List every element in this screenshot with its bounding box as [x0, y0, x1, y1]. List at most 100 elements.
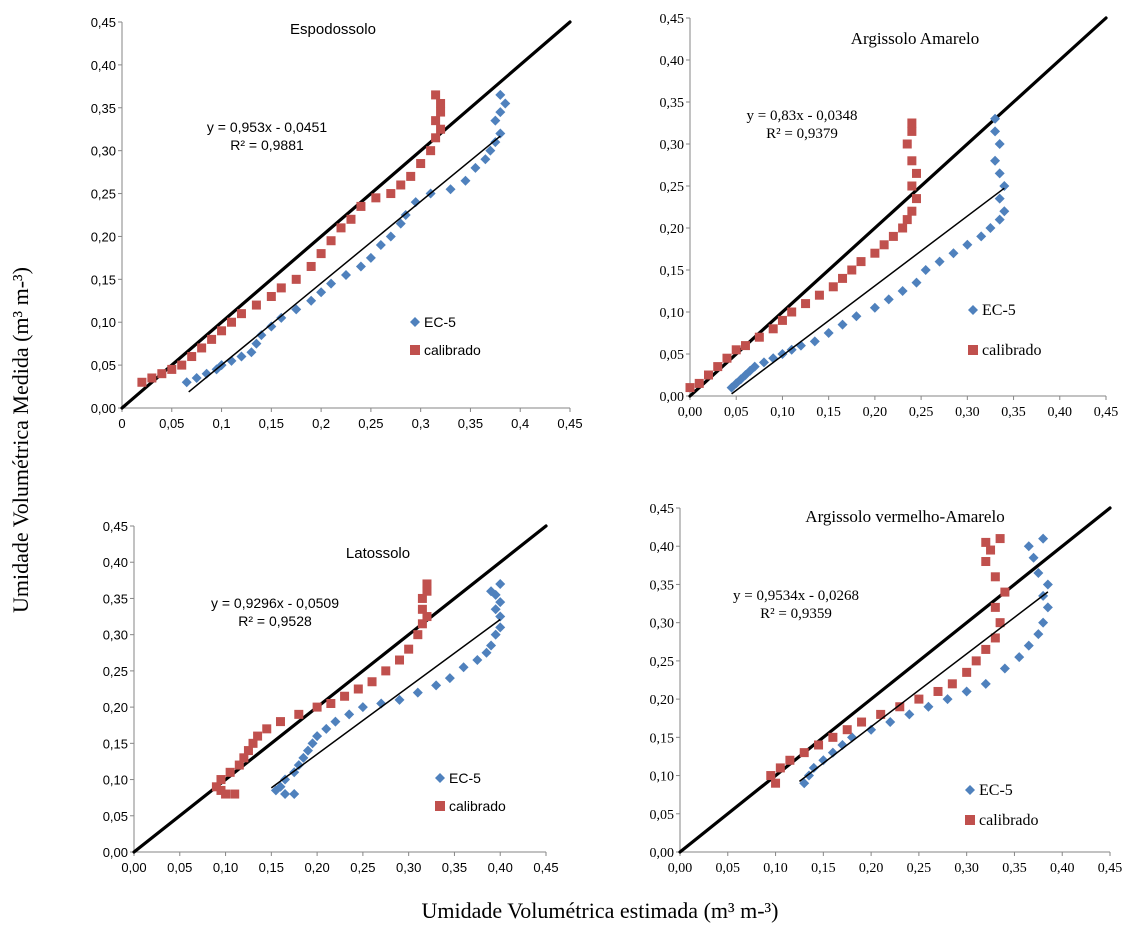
data-point-calibrado: [703, 370, 713, 380]
data-point-calibrado: [276, 283, 286, 293]
data-point-ec5: [1028, 552, 1039, 563]
data-point-calibrado: [731, 345, 741, 355]
data-point-calibrado: [685, 383, 695, 393]
y-tick-label: 0,35: [103, 591, 128, 606]
data-point-ec5: [990, 155, 1001, 166]
data-point-ec5: [999, 663, 1010, 674]
data-point-ec5: [394, 694, 405, 705]
data-point-calibrado: [981, 644, 991, 654]
data-point-ec5: [885, 717, 896, 728]
data-point-ec5: [344, 709, 355, 720]
data-point-ec5: [1038, 617, 1049, 628]
data-point-ec5: [486, 586, 497, 597]
regression-line: [798, 591, 1049, 782]
x-tick-label: 0,1: [213, 416, 231, 431]
legend-calibrado-marker: [965, 815, 975, 825]
data-point-calibrado: [986, 545, 996, 555]
legend-calibrado-label: calibrado: [449, 798, 506, 814]
data-point-ec5: [1033, 567, 1044, 578]
chart-panel-2: 0,00 0,05 0,10 0,15 0,20 0,25 0,30 0,35 0,40 0,45…: [660, 12, 1119, 420]
data-point-ec5: [293, 760, 304, 771]
data-point-ec5: [990, 113, 1001, 124]
data-point-calibrado: [262, 724, 272, 734]
data-point-ec5: [431, 680, 442, 691]
data-point-calibrado: [902, 139, 912, 149]
data-point-ec5: [799, 778, 810, 789]
regression-line: [188, 135, 501, 393]
data-point-ec5: [994, 214, 1005, 225]
x-tick-label: 0,40: [1048, 405, 1073, 420]
y-tick-label: 0,30: [103, 628, 128, 643]
y-tick-label: 0,00: [660, 390, 685, 405]
data-point-calibrado: [177, 360, 187, 370]
data-point-calibrado: [971, 656, 981, 666]
data-point-ec5: [911, 277, 922, 288]
y-tick-label: 0,05: [660, 348, 685, 363]
regression-equation: y = 0,83x - 0,0348: [747, 108, 858, 124]
data-point-ec5: [994, 139, 1005, 149]
data-point-calibrado: [248, 738, 258, 748]
series-ec5: [181, 89, 511, 388]
data-point-calibrado: [216, 785, 226, 795]
x-tick-label: 0,30: [396, 860, 421, 875]
data-point-calibrado: [395, 655, 405, 665]
data-point-calibrado: [907, 126, 917, 136]
y-tick-label: 0,00: [650, 846, 675, 861]
data-point-ec5: [472, 655, 483, 666]
y-tick-label: 0,20: [103, 700, 128, 715]
data-point-calibrado: [857, 717, 867, 727]
y-tick-label: 0,25: [650, 655, 675, 670]
data-point-ec5: [330, 716, 341, 727]
data-point-ec5: [365, 252, 376, 263]
y-tick-label: 0,25: [103, 664, 128, 679]
chart-panel-1: 0,000,050,100,150,200,250,300,350,400,45…: [91, 15, 583, 431]
data-point-calibrado: [981, 557, 991, 567]
x-tick-label: 0,05: [716, 861, 741, 876]
chart-panel-4: 0,00 0,05 0,10 0,15 0,20 0,25 0,30 0,35 0,40 0,45…: [650, 502, 1123, 876]
legend-ec5-label: EC-5: [979, 782, 1013, 799]
y-tick-label: 0,00: [91, 401, 116, 416]
data-point-calibrado: [990, 602, 1000, 612]
data-point-calibrado: [768, 324, 778, 334]
data-point-ec5: [980, 678, 991, 689]
data-point-calibrado: [236, 309, 246, 319]
x-tick-label: 0,10: [770, 405, 795, 420]
data-point-ec5: [490, 629, 501, 640]
data-point-calibrado: [436, 107, 446, 117]
x-tick-label: 0,15: [259, 416, 284, 431]
data-point-calibrado: [879, 240, 889, 250]
data-point-ec5: [291, 304, 302, 315]
data-point-ec5: [837, 319, 848, 330]
data-point-calibrado: [990, 633, 1000, 643]
data-point-calibrado: [422, 579, 432, 589]
data-point-calibrado: [722, 353, 732, 363]
data-point-calibrado: [907, 118, 917, 128]
data-point-calibrado: [933, 686, 943, 696]
data-point-ec5: [385, 231, 396, 242]
data-point-calibrado: [838, 273, 848, 283]
data-point-calibrado: [234, 760, 244, 770]
data-point-ec5: [341, 270, 351, 281]
x-tick-label: 0,3: [412, 416, 430, 431]
y-tick-label: 0,40: [103, 555, 128, 570]
data-point-calibrado: [799, 748, 809, 758]
x-tick-label: 0,25: [358, 416, 383, 431]
data-point-ec5: [246, 347, 257, 358]
data-point-calibrado: [842, 725, 852, 735]
data-point-calibrado: [713, 362, 723, 372]
y-tick-label: 0,40: [91, 58, 116, 73]
data-point-ec5: [410, 197, 421, 208]
data-point-ec5: [942, 694, 953, 705]
legend: EC-5 calibrado: [410, 314, 481, 358]
data-point-calibrado: [995, 618, 1005, 628]
series-ec5: [270, 578, 506, 800]
data-point-calibrado: [291, 274, 301, 284]
data-point-ec5: [307, 738, 318, 749]
one-to-one-line: [688, 16, 1108, 398]
data-point-ec5: [280, 789, 291, 800]
x-tick-label: 0,00: [678, 405, 703, 420]
data-point-ec5: [495, 597, 506, 608]
data-point-calibrado: [353, 684, 363, 694]
data-point-calibrado: [326, 236, 336, 246]
